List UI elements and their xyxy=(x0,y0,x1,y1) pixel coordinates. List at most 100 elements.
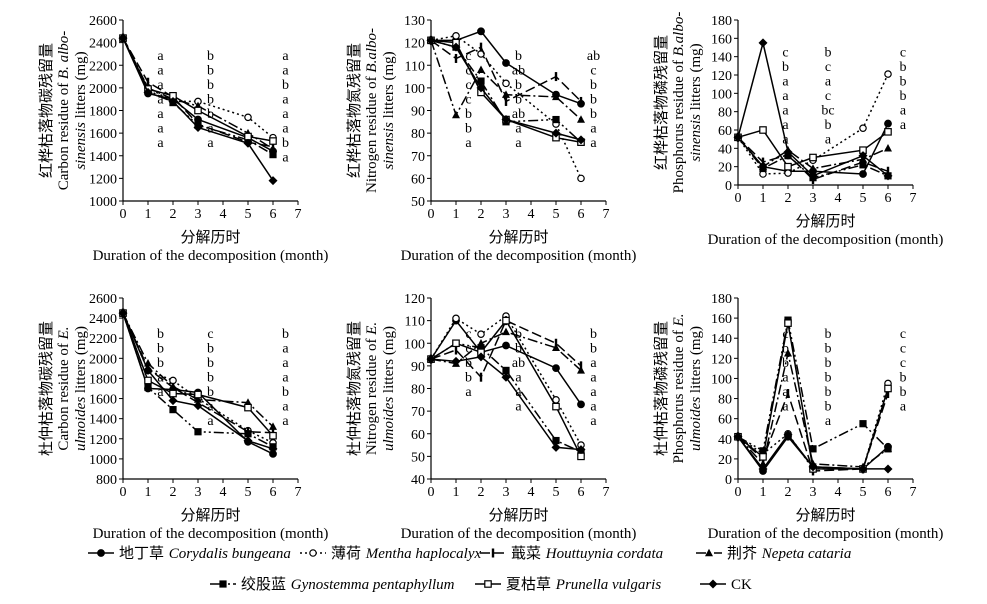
significance-letter: a xyxy=(465,136,472,151)
significance-letter: b xyxy=(207,370,214,385)
x-tick-label: 2 xyxy=(170,485,177,500)
y-tick-label: 1200 xyxy=(89,433,117,448)
y-axis-title-en: Nitrogen residue of E. xyxy=(364,322,380,455)
x-tick-label: 5 xyxy=(245,485,252,500)
data-point-s7 xyxy=(268,444,278,454)
y-tick-label: 2400 xyxy=(89,37,117,52)
y-tick-label: 160 xyxy=(711,312,732,327)
significance-letter: b xyxy=(207,341,214,356)
x-tick-label: 2 xyxy=(478,485,485,500)
significance-letter: a xyxy=(157,370,164,385)
y-axis-title-en: Phosphorus residue of B.albo- xyxy=(671,12,687,194)
y-tick-label: 40 xyxy=(718,433,732,448)
x-tick-label: 1 xyxy=(453,207,460,222)
y-tick-label: 2200 xyxy=(89,59,117,74)
legend-label-3: 蕺菜 Houttuynia cordata xyxy=(511,544,663,562)
y-tick-label: 100 xyxy=(711,87,732,102)
data-point-s7 xyxy=(168,96,178,106)
x-tick-label: 7 xyxy=(910,191,917,206)
x-tick-label: 3 xyxy=(195,207,202,222)
significance-letter: c xyxy=(590,63,596,78)
data-point-s4 xyxy=(884,144,892,152)
significance-letter: a xyxy=(590,121,597,136)
series-line-4 xyxy=(737,353,889,468)
data-point-s6 xyxy=(502,316,510,325)
significance-letter: ab xyxy=(512,63,525,78)
x-tick-label: 7 xyxy=(603,207,610,222)
x-tick-label: 4 xyxy=(528,207,535,222)
x-axis-title-cn: 分解历时 xyxy=(180,229,240,246)
significance-letter: b xyxy=(900,370,907,385)
data-point-s7 xyxy=(143,87,153,97)
y-axis-title-en-line2: ulmoides litters (mg) xyxy=(73,326,89,451)
significance-letter: a xyxy=(590,385,597,400)
significance-letter: ab xyxy=(512,107,525,122)
y-tick-label: 100 xyxy=(404,337,425,352)
significance-letter: a xyxy=(282,63,289,78)
significance-letter: b xyxy=(207,356,214,371)
y-axis-title-cn: 红桦枯落物碳残留量 xyxy=(38,43,55,178)
x-tick-label: 2 xyxy=(478,207,485,222)
data-point-s4 xyxy=(452,110,460,119)
significance-letter: b xyxy=(825,399,832,414)
data-point-s2 xyxy=(859,124,867,132)
y-tick-label: 1400 xyxy=(89,413,117,428)
x-axis-title-en: Duration of the decomposition (month) xyxy=(708,526,944,542)
data-point-s7 xyxy=(808,171,818,181)
data-point-s5 xyxy=(502,366,510,374)
data-point-s6 xyxy=(784,162,792,171)
series-line-3 xyxy=(430,319,582,379)
significance-letter: a xyxy=(825,132,832,147)
x-axis-title-cn: 分解历时 xyxy=(488,507,548,524)
data-point-s6 xyxy=(884,384,892,393)
data-point-s4 xyxy=(269,422,277,430)
data-point-s7 xyxy=(783,147,793,157)
significance-letter: b xyxy=(782,60,789,75)
significance-letter: a xyxy=(825,414,832,429)
x-tick-label: 3 xyxy=(810,485,817,500)
data-point-s5 xyxy=(884,445,892,453)
series-line-2 xyxy=(430,35,582,179)
x-tick-label: 5 xyxy=(860,485,867,500)
data-point-s4 xyxy=(502,327,510,336)
x-tick-label: 1 xyxy=(760,485,767,500)
data-point-s5 xyxy=(144,383,152,392)
x-tick-label: 0 xyxy=(120,485,127,500)
y-tick-label: 40 xyxy=(411,473,425,488)
y-tick-label: 110 xyxy=(405,59,425,74)
x-tick-label: 5 xyxy=(553,207,560,222)
significance-letter: c xyxy=(900,327,906,342)
y-tick-label: 160 xyxy=(711,32,732,47)
significance-letter: a xyxy=(782,370,789,385)
y-axis-title-en: Carbon residue of E. xyxy=(56,326,72,450)
y-tick-label: 60 xyxy=(411,172,425,187)
significance-letter: a xyxy=(282,121,289,136)
data-point-s2 xyxy=(244,113,252,122)
data-point-s6 xyxy=(784,319,792,327)
data-point-s7 xyxy=(501,115,511,125)
x-tick-label: 7 xyxy=(910,485,917,500)
significance-letter: a xyxy=(900,399,907,414)
y-tick-label: 20 xyxy=(718,161,732,176)
data-point-s4 xyxy=(269,144,277,153)
x-tick-label: 2 xyxy=(170,207,177,222)
significance-letter: b xyxy=(282,78,289,93)
y-axis-title-cn: 杜仲枯落物氮残留量 xyxy=(346,321,363,456)
significance-letter: c xyxy=(465,63,471,78)
data-point-s4 xyxy=(194,395,202,403)
significance-letter: a xyxy=(900,103,907,118)
x-tick-label: 2 xyxy=(785,191,792,206)
y-tick-label: 2200 xyxy=(89,332,117,347)
x-tick-label: 6 xyxy=(885,191,892,206)
x-tick-label: 5 xyxy=(553,485,560,500)
significance-letter: a xyxy=(590,414,597,429)
data-point-s4 xyxy=(502,90,510,98)
significance-letter: c xyxy=(465,49,471,64)
data-point-s5 xyxy=(859,161,867,169)
data-point-s7 xyxy=(451,42,461,52)
y-axis-title-en-line2: ulmoides litters (mg) xyxy=(688,326,704,451)
significance-letter: b xyxy=(282,385,289,400)
significance-letter: a xyxy=(782,385,789,400)
data-point-s7 xyxy=(783,430,793,440)
